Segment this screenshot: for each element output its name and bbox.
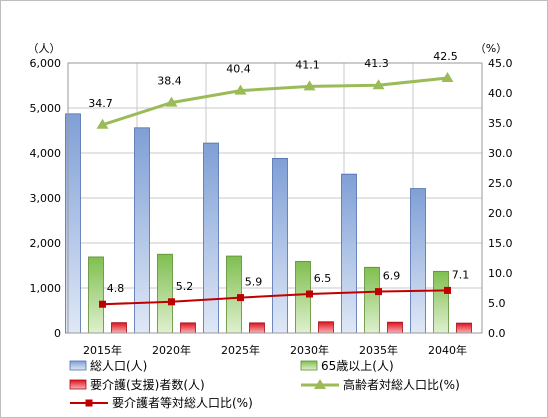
bar-total-population	[272, 157, 288, 334]
bar-care-recipients	[111, 322, 127, 334]
marker-care-ratio	[99, 300, 106, 308]
legend-swatch	[69, 360, 87, 371]
y-right-tick-label: 35.0	[488, 117, 513, 130]
data-label-care-ratio: 5.9	[245, 276, 263, 289]
bar-age65-over	[364, 266, 380, 334]
axes: 0 1,000 2,000 3,000 4,000 5,000 6,000 0.0 5.0 10.…	[28, 42, 513, 357]
y-right-unit: （%）	[475, 42, 507, 55]
data-label-elderly-ratio: 34.7	[88, 97, 113, 110]
legend-marker	[85, 399, 93, 407]
y-right-tick-label: 20.0	[488, 207, 513, 220]
marker-elderly-ratio	[303, 80, 316, 91]
data-label-care-ratio: 5.2	[176, 280, 194, 293]
legend: 総人口(人) 65歳以上(人) 要介護(支援)者数(人) 高齢者対総人口比(%) 要介護…	[69, 359, 460, 410]
y-left-tick-label: 5,000	[30, 102, 62, 115]
data-label-care-ratio: 7.1	[452, 268, 470, 281]
data-label-elderly-ratio: 38.4	[157, 75, 182, 88]
data-label-elderly-ratio: 41.3	[364, 57, 389, 70]
bar-care-recipients	[180, 322, 196, 334]
x-tick-label: 2030年	[290, 343, 329, 357]
data-label-care-ratio: 6.5	[314, 272, 332, 285]
line-elderly-ratio	[102, 76, 448, 127]
bar-care-recipients	[456, 322, 472, 334]
legend-marker	[314, 379, 326, 389]
marker-care-ratio	[168, 298, 175, 306]
marker-elderly-ratio	[96, 118, 109, 129]
y-right-tick-label: 5.0	[488, 297, 506, 310]
lines	[96, 72, 454, 308]
bar-total-population	[410, 188, 426, 334]
marker-elderly-ratio	[372, 79, 385, 90]
x-tick-label: 2040年	[428, 343, 467, 357]
data-labels: 34.7 38.4 40.4 41.1 41.3 42.5 4.8 5.2 5.9 6.5 6.9 7…	[88, 50, 469, 295]
marker-care-ratio	[375, 288, 382, 296]
bar-age65-over	[88, 256, 104, 334]
y-right-tick-label: 25.0	[488, 177, 513, 190]
legend-swatch	[300, 360, 318, 371]
marker-care-ratio	[237, 294, 244, 302]
x-tick-label: 2020年	[152, 343, 191, 357]
data-label-care-ratio: 6.9	[383, 270, 401, 283]
bar-care-recipients	[318, 321, 334, 334]
y-left-tick-label: 4,000	[30, 147, 62, 160]
x-tick-label: 2025年	[221, 343, 260, 357]
marker-care-ratio	[306, 290, 313, 298]
y-left-tick-label: 0	[54, 327, 61, 340]
bar-care-recipients	[387, 321, 403, 334]
data-label-elderly-ratio: 41.1	[295, 58, 320, 71]
x-tick-label: 2015年	[83, 343, 122, 357]
marker-care-ratio	[444, 286, 451, 294]
marker-elderly-ratio	[165, 96, 178, 107]
legend-label: 総人口(人)	[90, 359, 147, 373]
y-right-tick-label: 40.0	[488, 87, 513, 100]
bar-age65-over	[433, 270, 449, 334]
y-left-tick-label: 6,000	[30, 57, 62, 70]
bar-total-population	[341, 173, 357, 334]
data-label-elderly-ratio: 42.5	[433, 50, 458, 63]
marker-elderly-ratio	[234, 84, 247, 95]
y-left-unit: （人）	[28, 42, 61, 55]
legend-label: 65歳以上(人)	[321, 359, 394, 373]
y-right-tick-label: 0.0	[488, 327, 506, 340]
legend-label: 高齢者対総人口比(%)	[343, 377, 460, 392]
y-left-tick-label: 1,000	[30, 282, 62, 295]
legend-label: 要介護者等対総人口比(%)	[112, 395, 253, 410]
y-left-tick-label: 2,000	[30, 237, 62, 250]
bar-total-population	[203, 142, 219, 334]
bar-care-recipients	[249, 322, 265, 334]
legend-swatch	[69, 379, 87, 390]
y-right-tick-label: 45.0	[488, 57, 513, 70]
y-right-tick-label: 30.0	[488, 147, 513, 160]
x-tick-label: 2035年	[359, 343, 398, 357]
bar-age65-over	[157, 253, 173, 334]
data-label-care-ratio: 4.8	[107, 282, 125, 295]
legend-label: 要介護(支援)者数(人)	[90, 377, 205, 392]
bars	[65, 113, 472, 334]
y-right-tick-label: 10.0	[488, 267, 513, 280]
y-right-tick-label: 15.0	[488, 237, 513, 250]
plot-area-border	[67, 62, 483, 334]
marker-elderly-ratio	[441, 72, 454, 82]
data-label-elderly-ratio: 40.4	[226, 63, 251, 76]
line-care-ratio	[102, 289, 448, 306]
y-left-tick-label: 3,000	[30, 192, 62, 205]
